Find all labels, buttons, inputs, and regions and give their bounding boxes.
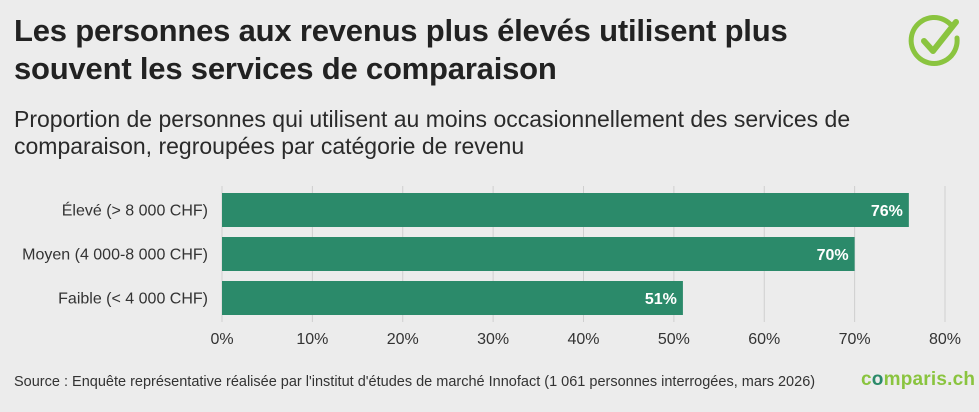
x-tick-label: 40%: [567, 331, 599, 348]
chart-title: Les personnes aux revenus plus élevés ut…: [14, 13, 788, 86]
category-label: Élevé (> 8 000 CHF): [62, 201, 208, 220]
x-tick-label: 20%: [387, 331, 419, 348]
checkmark-circle-icon: [908, 14, 960, 66]
category-label: Faible (< 4 000 CHF): [58, 291, 208, 308]
x-tick-label: 80%: [929, 331, 961, 348]
category-label: Moyen (4 000-8 000 CHF): [22, 247, 208, 264]
x-tick-label: 0%: [210, 331, 233, 348]
bar: [222, 193, 909, 227]
source-note: Source : Enquête représentative réalisée…: [14, 374, 816, 390]
comparis-logo: comparis.ch: [861, 369, 976, 390]
chart-subtitle: Proportion de personnes qui utilisent au…: [14, 106, 851, 159]
data-label: 70%: [817, 247, 849, 264]
bar: [222, 237, 855, 271]
x-tick-label: 60%: [748, 331, 780, 348]
data-label: 76%: [871, 203, 903, 220]
bar: [222, 281, 683, 315]
data-label: 51%: [645, 291, 677, 308]
x-tick-label: 70%: [839, 331, 871, 348]
x-tick-label: 50%: [658, 331, 690, 348]
x-tick-label: 10%: [296, 331, 328, 348]
x-tick-label: 30%: [477, 331, 509, 348]
